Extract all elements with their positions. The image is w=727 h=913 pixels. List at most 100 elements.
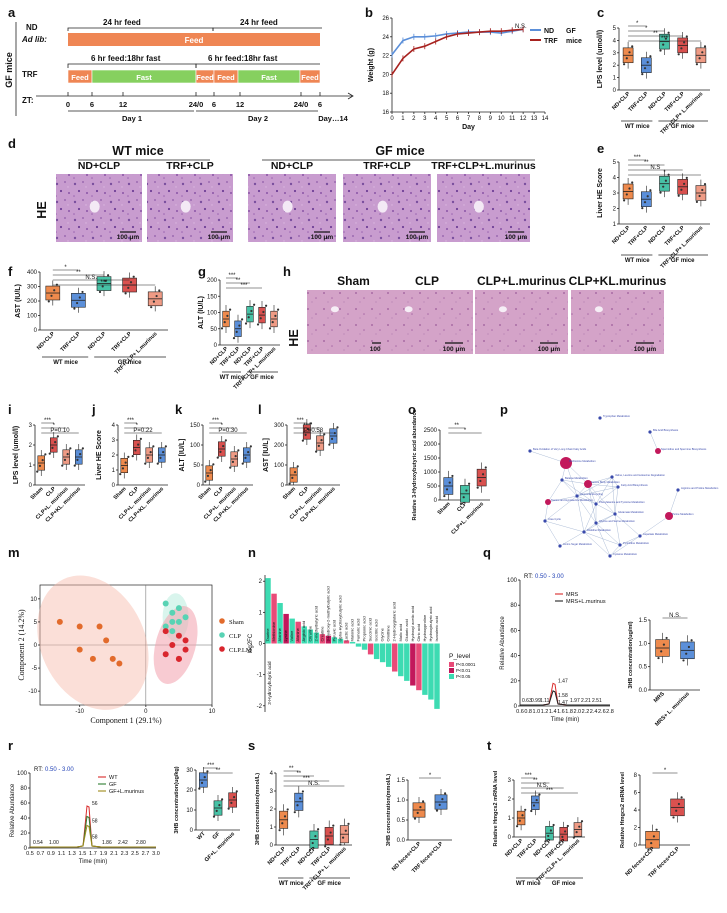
t-point-1-0 — [530, 809, 533, 813]
t2-point-1-1 — [675, 809, 678, 812]
k-point-0-1 — [206, 474, 210, 477]
f-sig-0: * — [64, 265, 67, 271]
j-point-3-1 — [159, 456, 162, 459]
zt-tick-label-4: 6 — [212, 100, 216, 109]
e-point-3-0 — [677, 194, 680, 197]
o-point-2-3 — [484, 466, 487, 469]
r-xtick-label-9: 2.3 — [121, 851, 129, 857]
d-col-label-4: TRF+CLP+L.murinus — [431, 160, 536, 172]
j-point-1-1 — [134, 449, 137, 452]
i-point-0-0 — [36, 470, 39, 473]
o-point-2-0 — [476, 486, 479, 489]
p-node-4 — [560, 457, 572, 469]
p-edge-5-8 — [611, 476, 619, 488]
s-sig-1: ** — [296, 771, 301, 777]
m-point-1-5 — [162, 623, 169, 630]
g-ytick-label-4: 200 — [207, 278, 218, 284]
n-bar-label-16: Propionic acid — [362, 616, 367, 641]
m-point-2-2 — [182, 637, 189, 644]
b-xtick-label-3: 3 — [423, 116, 427, 122]
i-sig-0: *** — [44, 418, 52, 424]
t-point-1-3 — [538, 793, 541, 796]
p-node-label-16: Glycine and Serine Metabolism — [599, 519, 635, 523]
k-point-2-2 — [234, 455, 237, 458]
panel-b: b 0 1 2 3 4 5 6 7 8 9 10 11 12 13 14161820222426DayWei… — [365, 5, 582, 131]
r-ytick-label-1: 20 — [20, 831, 27, 837]
n-bar-2 — [277, 603, 283, 644]
m-legend-label-0: Sham — [229, 619, 244, 626]
s2-point-1-1 — [438, 803, 441, 806]
s2-ytick-label-3: 1.5 — [397, 778, 406, 784]
p-node-label-12: Phenylalanine and Tyrosine Metabolism — [599, 500, 645, 504]
s-sig-2: *** — [303, 776, 311, 782]
n-legend-swatch-2 — [449, 674, 454, 679]
m-point-2-1 — [175, 632, 182, 639]
t-group-0: WT mice — [516, 881, 541, 887]
f-sig-2: N.S. — [85, 275, 97, 281]
p-edge-7-8 — [587, 483, 619, 488]
s2-ylabel: 3HB concentration(mmol/L) — [386, 774, 392, 846]
q-peak-label-1: 1.58 — [558, 693, 568, 699]
q-bar-point-0-1 — [660, 650, 663, 653]
i-point-1-3 — [56, 435, 59, 438]
k-point-1-2 — [222, 445, 225, 448]
svg-text:c: c — [597, 5, 604, 20]
b-xtick-label-11: 11 — [509, 116, 516, 122]
m-xtick-label-1: 0 — [144, 709, 148, 715]
q-base-label-5: 2.51 — [592, 698, 602, 704]
p-node-label-4: Methionine Metabolism — [569, 459, 596, 463]
b-xtick-label-12: 12 — [520, 116, 527, 122]
d-vessel-0 — [89, 200, 100, 213]
f-xcat-4: TRF+CLP+ L.murinus — [114, 331, 159, 376]
zt-label: ZT: — [22, 96, 34, 105]
p-node-5 — [610, 475, 614, 479]
p-node-label-17: Histidine Metabolism — [587, 528, 611, 532]
m-point-0-6 — [116, 660, 123, 667]
f-group-0: WT mice — [53, 360, 78, 366]
n-bar-label-7: Citrulline — [307, 625, 312, 641]
m-legend-label-1: CLP — [229, 633, 241, 640]
m-legend-swatch-1 — [219, 632, 225, 638]
gf-header: GF mice — [375, 144, 424, 158]
r-rt-range: 0.50 - 3.00 — [45, 767, 74, 773]
r-bar-point-1-3 — [221, 798, 224, 801]
p-edge-8-10 — [576, 486, 619, 497]
n-bar-5 — [295, 621, 301, 644]
n-bar-label-21: 2-Hydroxyglutaric acid — [392, 602, 397, 642]
t-point-3-3 — [566, 824, 569, 828]
e-point-0-1 — [625, 193, 628, 196]
l-point-0-3 — [296, 465, 299, 468]
p-node-13 — [613, 512, 617, 516]
s-point-2-1 — [311, 841, 314, 845]
svg-text:i: i — [8, 402, 12, 417]
m-xtick-label-0: -10 — [75, 709, 84, 715]
p-node-label-11: Taurine and Hypotaurine Metabolism — [551, 498, 593, 502]
q-xtick-label-6: 1.8 — [565, 709, 573, 715]
r-base-label-4: 2.80 — [136, 840, 146, 846]
s-group-1: GF mice — [317, 881, 341, 887]
e-xcat-1: TRF+CLP — [628, 225, 650, 247]
e-point-1-2 — [646, 195, 649, 198]
svg-text:k: k — [175, 402, 183, 417]
b-ytick-label-5: 26 — [382, 16, 389, 22]
f-sig-3: *** — [100, 280, 108, 286]
p-edge-15-20 — [544, 520, 561, 547]
s2-point-0-0 — [413, 817, 417, 820]
i-point-3-2 — [79, 453, 82, 456]
f-xcat-0: ND+CLP — [36, 331, 56, 351]
s-sig-0: ** — [289, 766, 294, 772]
n-bar-11 — [331, 637, 338, 644]
s-ytick-label-1: 1 — [270, 825, 274, 831]
m-ylabel: Component 2 (14.2%) — [17, 609, 26, 681]
n-bar-label-0: Taurine — [265, 628, 270, 642]
q-bar-point-1-0 — [682, 659, 685, 662]
svg-text:a: a — [8, 5, 16, 20]
j-sig-2: P=0.22 — [133, 428, 153, 434]
n-ytick-label-4: -2 — [257, 704, 263, 710]
h-col-label-3: CLP+KL.murinus — [569, 274, 667, 288]
s2-sig-0: * — [429, 773, 432, 779]
r-bar-point-0-1 — [200, 781, 204, 784]
g-point-2-2 — [250, 309, 253, 313]
j-point-3-2 — [162, 451, 165, 454]
q-ytick-label-3: 60 — [510, 628, 517, 634]
